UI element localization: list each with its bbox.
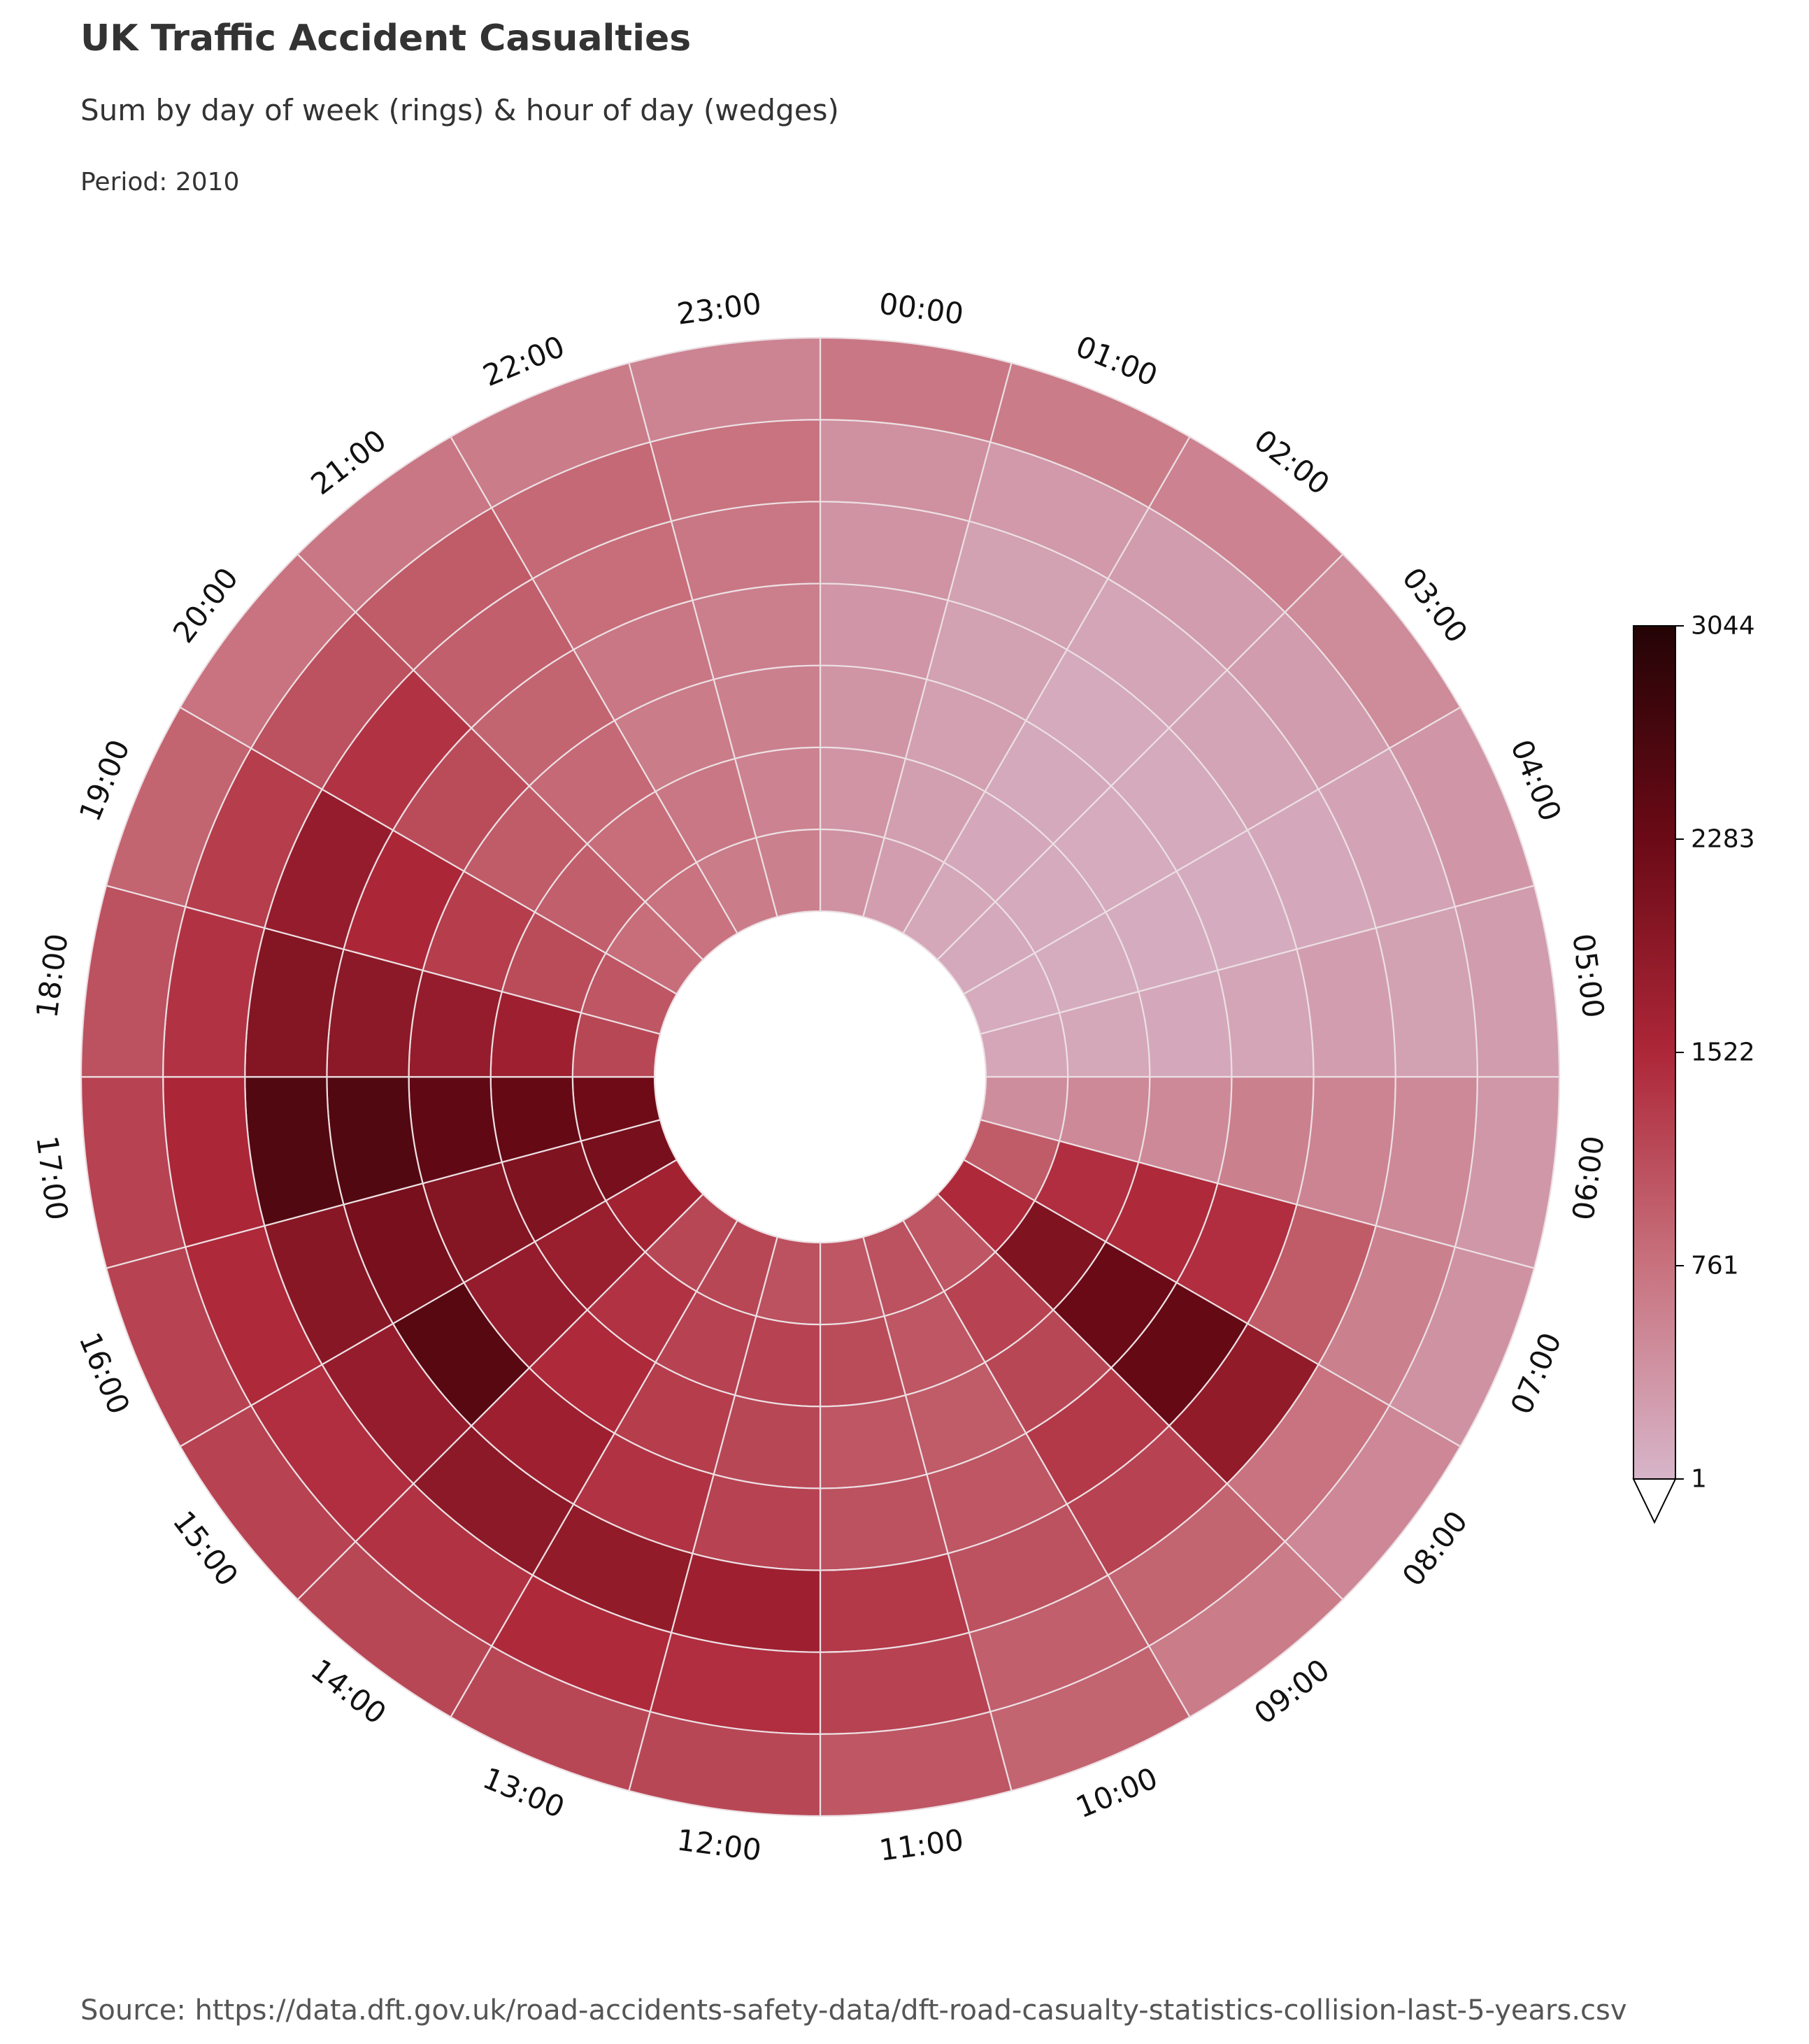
colorbar-tick-label: 1522 xyxy=(1691,1038,1755,1067)
hour-label-1900: 19:00 xyxy=(73,735,137,827)
hour-label-1200: 12:00 xyxy=(675,1822,763,1867)
heatmap-cell-ring4-0600 xyxy=(1217,1075,1315,1206)
hour-label-0500: 05:00 xyxy=(1566,931,1610,1020)
hour-label-0100: 01:00 xyxy=(1071,329,1163,394)
heatmap-cell-ring4-2300 xyxy=(692,583,822,680)
heatmap-cell-ring7-2300 xyxy=(628,336,822,443)
hour-label-2300: 23:00 xyxy=(675,286,763,331)
hour-label-0700: 07:00 xyxy=(1504,1328,1568,1420)
heatmap-cell-ring4-1200 xyxy=(692,1473,822,1571)
heatmap-cell-ring4-1700 xyxy=(326,1075,424,1206)
hour-label-1100: 11:00 xyxy=(877,1822,965,1867)
hour-label-2200: 22:00 xyxy=(478,329,570,394)
chart-subtitle: Sum by day of week (rings) & hour of day… xyxy=(80,93,839,127)
heatmap-cell-ring4-0000 xyxy=(819,583,949,680)
colorbar-gradient xyxy=(1633,625,1676,1480)
hour-label-1000: 10:00 xyxy=(1071,1761,1163,1825)
heatmap-cell-ring4-1100 xyxy=(819,1473,949,1571)
hour-label-0600: 06:00 xyxy=(1566,1134,1610,1222)
heatmap-cells xyxy=(80,336,1561,1817)
hour-label-1300: 13:00 xyxy=(478,1761,570,1825)
hour-label-0400: 04:00 xyxy=(1504,735,1568,827)
chart-source: Source: https://data.dft.gov.uk/road-acc… xyxy=(80,1994,1627,2027)
hour-label-1800: 18:00 xyxy=(29,931,74,1020)
heatmap-cell-ring4-1800 xyxy=(326,948,424,1078)
colorbar-tick-label: 761 xyxy=(1691,1252,1739,1280)
hour-label-0000: 00:00 xyxy=(877,286,965,331)
hour-label-1700: 17:00 xyxy=(29,1134,74,1222)
colorbar-tick-label: 3044 xyxy=(1691,612,1755,641)
chart-period: Period: 2010 xyxy=(80,168,239,196)
colorbar-extend-min xyxy=(1632,1478,1677,1524)
hour-label-1600: 16:00 xyxy=(73,1328,137,1420)
colorbar-tick-label: 1 xyxy=(1691,1465,1707,1494)
colorbar-tick-label: 2283 xyxy=(1691,825,1755,854)
colorbar: 1 761 1522 2283 3044 xyxy=(1632,612,1755,1524)
heatmap-cell-ring4-0500 xyxy=(1217,948,1315,1078)
chart-title: UK Traffic Accident Casualties xyxy=(80,17,691,59)
